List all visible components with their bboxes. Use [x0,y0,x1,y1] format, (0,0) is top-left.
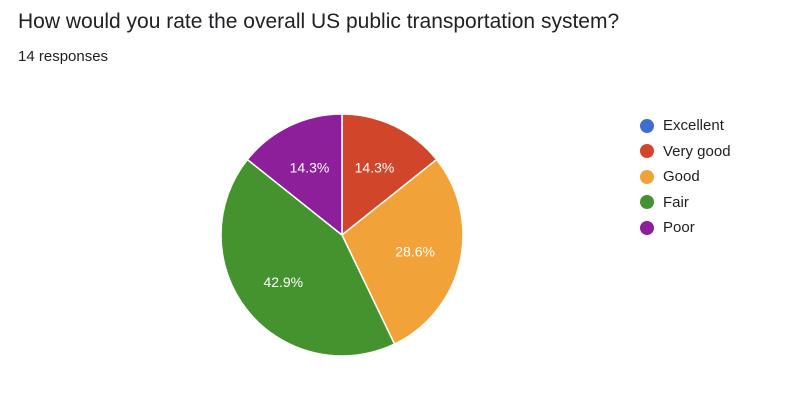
legend-item-fair: Fair [640,190,731,216]
pie-slice-label-good: 28.6% [395,244,435,260]
pie-slice-label-fair: 42.9% [263,274,303,290]
response-count: 14 responses [18,48,109,65]
pie-slice-very-good [341,113,438,237]
pie-slice-label-very-good: 14.3% [355,159,395,175]
legend-swatch-icon [640,169,654,184]
pie-slice-poor [246,113,343,237]
legend-item-very-good: Very good [640,139,731,165]
pie-slice-label-poor: 14.3% [290,159,330,175]
legend-label: Poor [663,219,695,237]
pie-slice-fair [220,158,396,357]
legend-label: Very good [663,142,731,160]
chart-legend: Excellent Very good Good Fair Poor [640,113,731,241]
legend-label: Fair [663,193,689,211]
pie-slices [220,113,464,357]
pie-slice-labels: 14.3% 28.6% 42.9% 14.3% [263,159,435,289]
legend-swatch-icon [640,118,654,133]
legend-swatch-icon [640,195,654,210]
legend-item-poor: Poor [640,215,731,241]
legend-swatch-icon [640,220,654,235]
pie-slice-good [341,158,464,346]
legend-item-excellent: Excellent [640,113,731,139]
legend-swatch-icon [640,144,654,159]
question-title: How would you rate the overall US public… [18,10,620,33]
legend-label: Good [663,168,700,186]
legend-label: Excellent [663,117,724,135]
legend-item-good: Good [640,164,731,190]
